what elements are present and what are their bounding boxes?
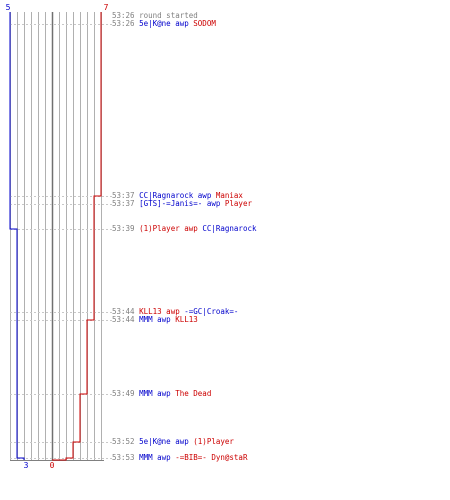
red-team-line xyxy=(52,12,102,461)
log-time: 53:26 xyxy=(112,11,140,20)
log-text: awp xyxy=(170,437,194,446)
blue-start-score: 5 xyxy=(6,3,11,12)
log-entry: 53:26 5e|K@ne awp SODOM xyxy=(112,20,216,28)
log-text: awp xyxy=(152,389,176,398)
log-text: awp xyxy=(161,307,185,316)
log-text: 5e|K@ne xyxy=(139,437,171,446)
log-text: 5e|K@ne xyxy=(139,19,171,28)
log-text: awp xyxy=(152,453,176,462)
log-entry: 53:37 [GTS]-=Janis=- awp Player xyxy=(112,200,252,208)
log-text: Player xyxy=(224,199,252,208)
log-text: (1)Player xyxy=(139,224,180,233)
log-entry: 53:26 round started xyxy=(112,12,198,20)
log-entry: 53:37 CC|Ragnarock awp Maniax xyxy=(112,192,243,200)
blue-end-score: 3 xyxy=(24,461,29,470)
log-entry: 53:52 5e|K@ne awp (1)Player xyxy=(112,438,234,446)
log-text: round started xyxy=(139,11,198,20)
red-end-score: 0 xyxy=(50,461,55,470)
log-text: MMM xyxy=(139,315,153,324)
log-time: 53:52 xyxy=(112,437,140,446)
log-time: 53:37 xyxy=(112,199,140,208)
log-text: MMM xyxy=(139,389,153,398)
log-entry: 53:44 KLL13 awp -=GC|Croak=- xyxy=(112,308,238,316)
log-text: KLL13 xyxy=(139,307,162,316)
red-start-score: 7 xyxy=(104,3,109,12)
log-entry: 53:39 (1)Player awp CC|Ragnarock xyxy=(112,225,257,233)
kill-log: 53:26 round started 53:26 5e|K@ne awp SOD… xyxy=(112,0,448,500)
log-text: awp xyxy=(202,199,225,208)
log-text: CC|Ragnarock xyxy=(139,191,194,200)
log-entry: 53:44 MMM awp KLL13 xyxy=(112,316,198,324)
log-time: 53:44 xyxy=(112,307,140,316)
kill-timeline-chart: 5 7 3 0 xyxy=(6,3,112,470)
log-text: Maniax xyxy=(215,191,243,200)
blue-team-line xyxy=(9,12,25,460)
log-text: -=GC|Croak=- xyxy=(184,307,239,316)
log-time: 53:53 xyxy=(112,453,140,462)
log-text: awp xyxy=(170,19,194,28)
log-time: 53:39 xyxy=(112,224,140,233)
log-time: 53:37 xyxy=(112,191,140,200)
log-time: 53:44 xyxy=(112,315,140,324)
log-text: The Dead xyxy=(175,389,212,398)
log-text: MMM xyxy=(139,453,153,462)
log-time: 53:26 xyxy=(112,19,140,28)
log-text: awp xyxy=(179,224,203,233)
log-text: [GTS]-=Janis=- xyxy=(139,199,203,208)
log-entry: 53:49 MMM awp The Dead xyxy=(112,390,211,398)
log-text: (1)Player xyxy=(193,437,234,446)
log-time: 53:49 xyxy=(112,389,140,398)
log-text: CC|Ragnarock xyxy=(202,224,257,233)
log-text: SODOM xyxy=(193,19,216,28)
log-text: awp xyxy=(193,191,216,200)
log-text: KLL13 xyxy=(175,315,198,324)
log-entry: 53:53 MMM awp -=BIB=- Dyn@staR xyxy=(112,454,247,462)
log-text: awp xyxy=(152,315,176,324)
log-text: -=BIB=- Dyn@staR xyxy=(175,453,248,462)
